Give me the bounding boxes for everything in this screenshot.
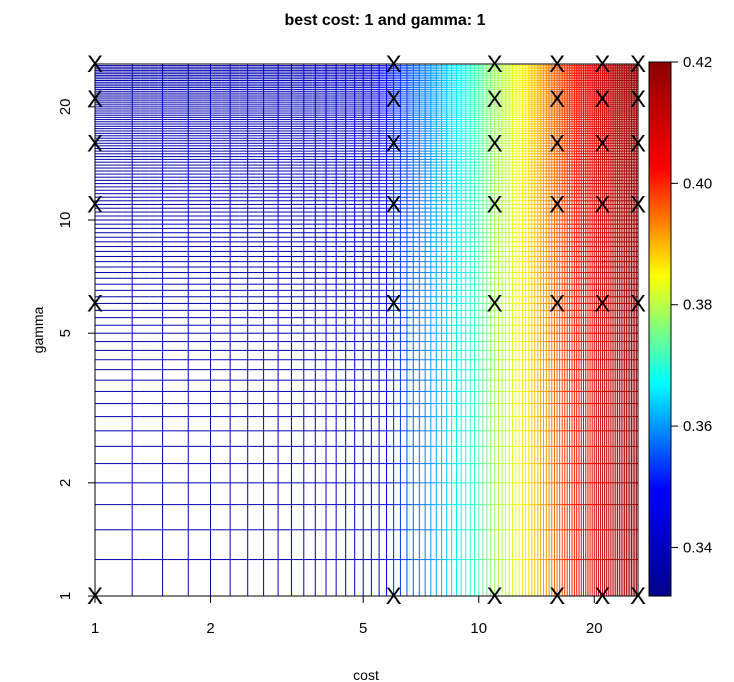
plot-area (94, 63, 639, 597)
chart-title: best cost: 1 and gamma: 1 (285, 12, 486, 29)
